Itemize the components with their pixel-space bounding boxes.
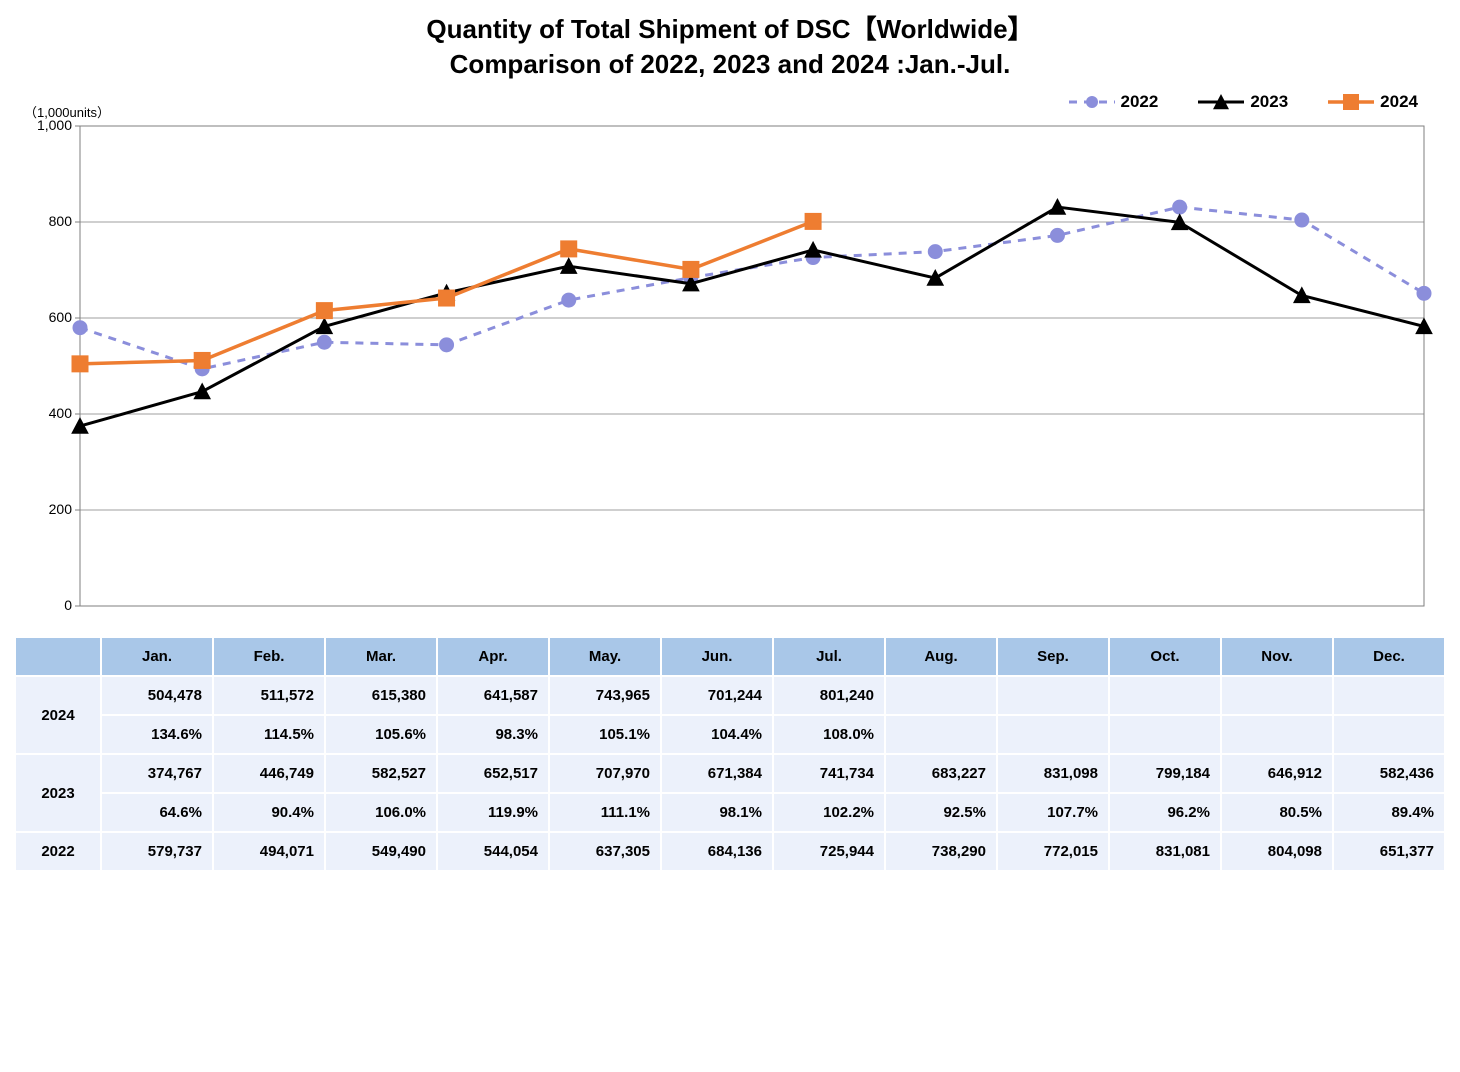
legend-label: 2023: [1250, 92, 1288, 112]
table-cell: 831,081: [1109, 832, 1221, 871]
table-cell: 106.0%: [325, 793, 437, 832]
table-cell: 582,527: [325, 754, 437, 793]
table-cell: 102.2%: [773, 793, 885, 832]
table-cell: [997, 676, 1109, 715]
table-cell: 98.3%: [437, 715, 549, 754]
table-cell: [1109, 676, 1221, 715]
legend-item-2024: 2024: [1326, 92, 1418, 112]
table-cell: 801,240: [773, 676, 885, 715]
table-cell: [997, 715, 1109, 754]
table-row-header: 2024: [15, 676, 101, 754]
table-col-header: Sep.: [997, 637, 1109, 676]
y-tick-label: 200: [26, 501, 72, 517]
table-col-header: Feb.: [213, 637, 325, 676]
data-table: Jan.Feb.Mar.Apr.May.Jun.Jul.Aug.Sep.Oct.…: [14, 636, 1446, 872]
table-cell: 134.6%: [101, 715, 213, 754]
title-line-2: Comparison of 2022, 2023 and 2024 :Jan.-…: [450, 49, 1011, 79]
table-cell: 108.0%: [773, 715, 885, 754]
table-cell: 80.5%: [1221, 793, 1333, 832]
table-cell: [1221, 676, 1333, 715]
table-corner: [15, 637, 101, 676]
y-tick-label: 0: [26, 597, 72, 613]
table-col-header: Jul.: [773, 637, 885, 676]
table-cell: [1333, 715, 1445, 754]
table-cell: 579,737: [101, 832, 213, 871]
table-cell: 701,244: [661, 676, 773, 715]
table-cell: 671,384: [661, 754, 773, 793]
table-cell: [885, 715, 997, 754]
table-col-header: Mar.: [325, 637, 437, 676]
table-cell: [1221, 715, 1333, 754]
legend-item-2022: 2022: [1067, 92, 1159, 112]
y-tick-label: 400: [26, 405, 72, 421]
y-tick-label: 800: [26, 213, 72, 229]
table-cell: 652,517: [437, 754, 549, 793]
table-cell: 107.7%: [997, 793, 1109, 832]
table-col-header: May.: [549, 637, 661, 676]
table-cell: [885, 676, 997, 715]
line-chart: [14, 96, 1434, 626]
table-cell: 104.4%: [661, 715, 773, 754]
table-cell: [1109, 715, 1221, 754]
table-cell: 772,015: [997, 832, 1109, 871]
table-cell: 105.1%: [549, 715, 661, 754]
table-row-header: 2022: [15, 832, 101, 871]
table-cell: 615,380: [325, 676, 437, 715]
table-cell: 646,912: [1221, 754, 1333, 793]
legend: 2022 2023 2024: [1067, 92, 1418, 112]
table-cell: 114.5%: [213, 715, 325, 754]
table-cell: 511,572: [213, 676, 325, 715]
table-col-header: Dec.: [1333, 637, 1445, 676]
chart-title: Quantity of Total Shipment of DSC【Worldw…: [14, 12, 1446, 82]
table-cell: 105.6%: [325, 715, 437, 754]
table-cell: 374,767: [101, 754, 213, 793]
table-cell: 743,965: [549, 676, 661, 715]
table-cell: 582,436: [1333, 754, 1445, 793]
legend-item-2023: 2023: [1196, 92, 1288, 112]
table-col-header: Jun.: [661, 637, 773, 676]
table-col-header: Oct.: [1109, 637, 1221, 676]
table-cell: 90.4%: [213, 793, 325, 832]
legend-label: 2022: [1121, 92, 1159, 112]
table-cell: 549,490: [325, 832, 437, 871]
table-cell: 544,054: [437, 832, 549, 871]
table-cell: 684,136: [661, 832, 773, 871]
table-cell: 738,290: [885, 832, 997, 871]
table-cell: 831,098: [997, 754, 1109, 793]
table-cell: 494,071: [213, 832, 325, 871]
table-cell: 446,749: [213, 754, 325, 793]
legend-label: 2024: [1380, 92, 1418, 112]
table-row-header: 2023: [15, 754, 101, 832]
table-cell: 89.4%: [1333, 793, 1445, 832]
table-cell: 637,305: [549, 832, 661, 871]
table-cell: 64.6%: [101, 793, 213, 832]
table-col-header: Nov.: [1221, 637, 1333, 676]
table-cell: 641,587: [437, 676, 549, 715]
y-tick-label: 1,000: [26, 117, 72, 133]
table-cell: 799,184: [1109, 754, 1221, 793]
chart-area: （1,000units） 202220232024 02004006008001…: [14, 96, 1434, 626]
table-cell: [1333, 676, 1445, 715]
table-cell: 98.1%: [661, 793, 773, 832]
table-col-header: Aug.: [885, 637, 997, 676]
table-cell: 707,970: [549, 754, 661, 793]
table-cell: 504,478: [101, 676, 213, 715]
table-cell: 92.5%: [885, 793, 997, 832]
table-cell: 111.1%: [549, 793, 661, 832]
table-col-header: Apr.: [437, 637, 549, 676]
table-cell: 741,734: [773, 754, 885, 793]
table-cell: 683,227: [885, 754, 997, 793]
table-cell: 804,098: [1221, 832, 1333, 871]
table-cell: 725,944: [773, 832, 885, 871]
title-line-1: Quantity of Total Shipment of DSC【Worldw…: [426, 14, 1033, 44]
table-col-header: Jan.: [101, 637, 213, 676]
table-cell: 651,377: [1333, 832, 1445, 871]
y-tick-label: 600: [26, 309, 72, 325]
table-cell: 96.2%: [1109, 793, 1221, 832]
table-cell: 119.9%: [437, 793, 549, 832]
